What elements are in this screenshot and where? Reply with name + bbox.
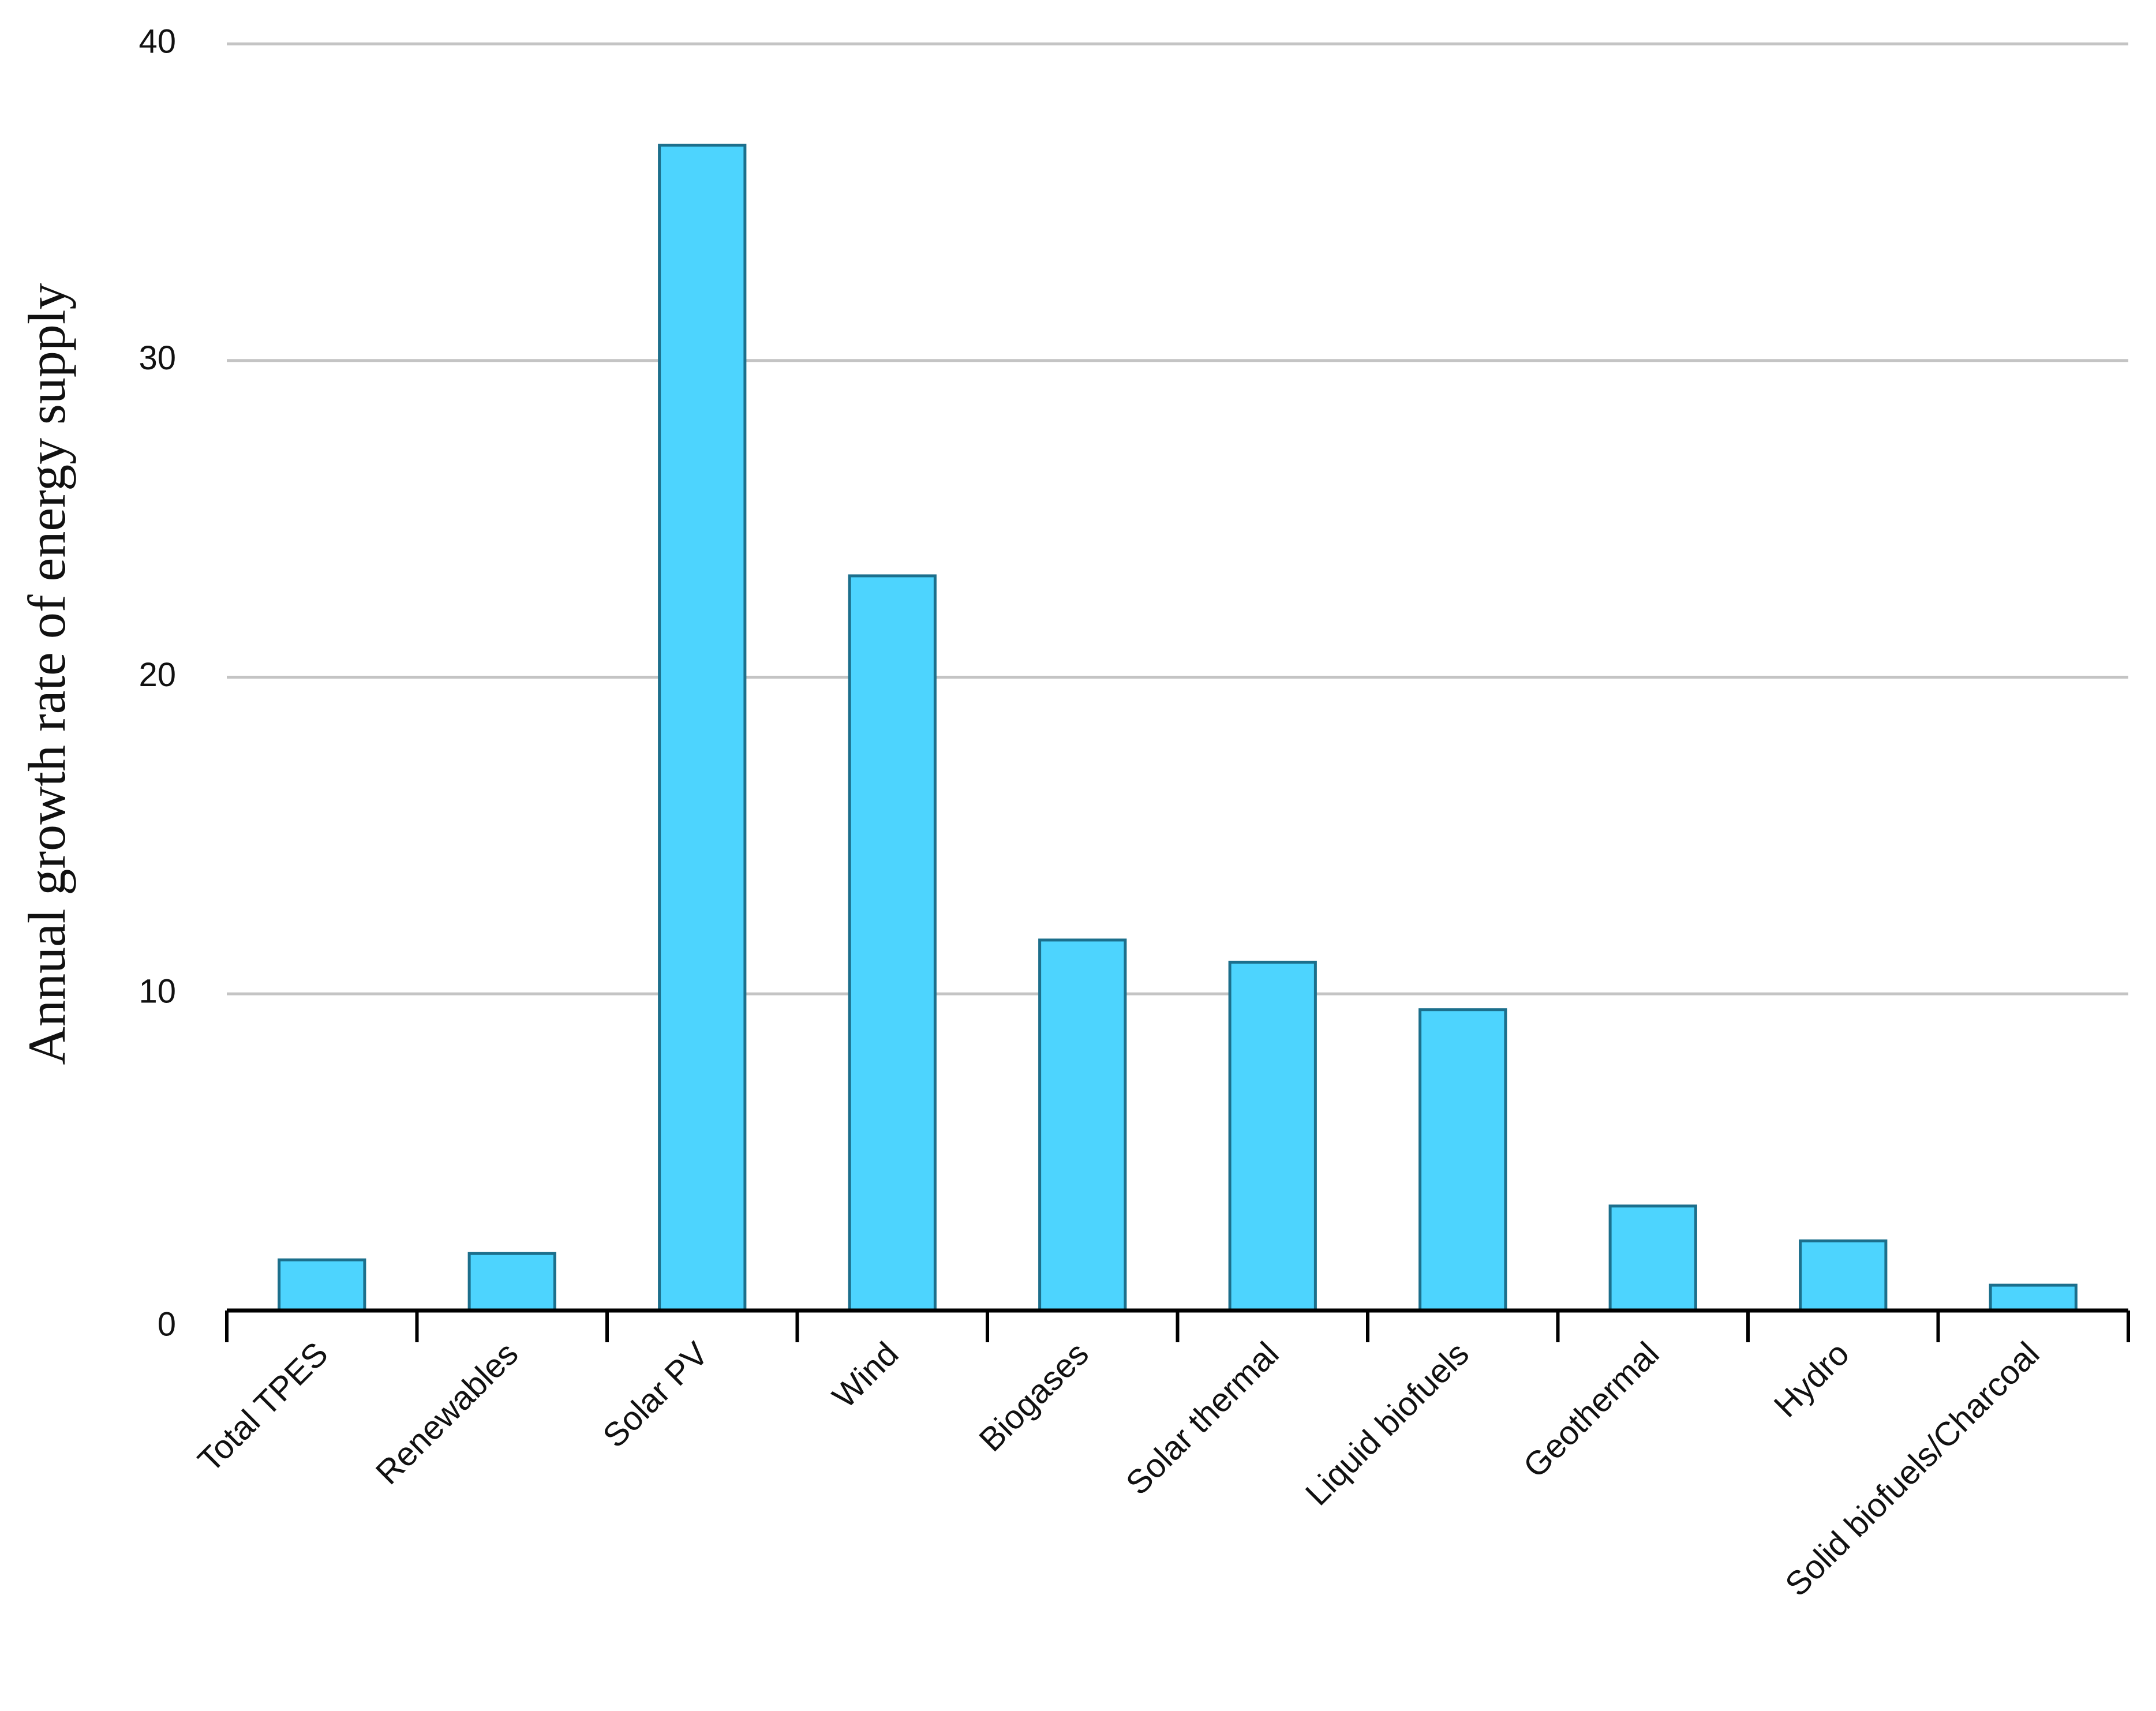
- bar: [278, 1258, 366, 1312]
- bar: [658, 144, 747, 1312]
- x-tick-label: Geothermal: [1516, 1335, 1666, 1485]
- y-tick-label: 20: [139, 656, 176, 694]
- bar: [1608, 1204, 1697, 1312]
- bar: [1799, 1239, 1888, 1312]
- x-tick-label: Liquid biofuels: [1298, 1335, 1476, 1512]
- x-tick-label: Hydro: [1767, 1335, 1856, 1424]
- y-tick-label: 40: [139, 23, 176, 60]
- x-tick-label: Total TPES: [191, 1335, 335, 1479]
- x-tick-label: Solar PV: [596, 1335, 716, 1455]
- x-tick-label: Renewables: [369, 1335, 526, 1492]
- x-tick-label: Wind: [825, 1335, 905, 1415]
- bar: [467, 1252, 556, 1312]
- bar: [1418, 1008, 1507, 1312]
- x-tick-label: Biogases: [972, 1335, 1096, 1459]
- bar: [1228, 960, 1317, 1312]
- bar: [1038, 938, 1127, 1312]
- bar: [1989, 1283, 2078, 1312]
- y-axis-label: Annual growth rate of energy supply: [17, 283, 76, 1065]
- bar: [848, 574, 937, 1312]
- y-tick-label: 10: [139, 973, 176, 1010]
- x-tick-label: Solar thermal: [1119, 1335, 1286, 1502]
- y-tick-label: 0: [158, 1305, 176, 1343]
- y-tick-label: 30: [139, 339, 176, 377]
